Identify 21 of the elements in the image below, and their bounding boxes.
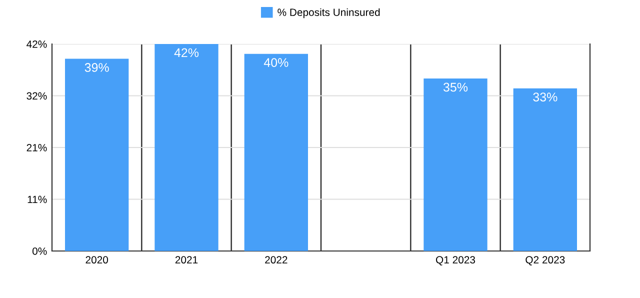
data-label: 33% <box>533 92 558 102</box>
y-tick-label: 21% <box>26 144 47 152</box>
y-tick-label: 11% <box>28 196 47 204</box>
x-tick-label: 2020 <box>86 256 108 264</box>
x-tick-label: Q1 2023 <box>436 256 476 266</box>
y-tick-label: 0% <box>32 248 47 255</box>
data-label: 40% <box>264 58 288 67</box>
bar <box>513 88 577 251</box>
x-tick-label: 2022 <box>265 256 288 264</box>
data-label: 35% <box>443 82 468 92</box>
data-label: 42% <box>174 48 199 58</box>
data-label: 39% <box>84 63 109 72</box>
y-tick-label: 42% <box>26 40 47 48</box>
bar <box>65 58 129 251</box>
legend-label: % Deposits Uninsured <box>278 8 380 18</box>
bar <box>154 44 218 251</box>
x-tick-label: Q2 2023 <box>526 256 565 266</box>
bar <box>244 54 308 251</box>
x-tick-label: 2021 <box>175 256 198 264</box>
y-tick-label: 32% <box>26 92 47 100</box>
bar <box>424 78 488 251</box>
